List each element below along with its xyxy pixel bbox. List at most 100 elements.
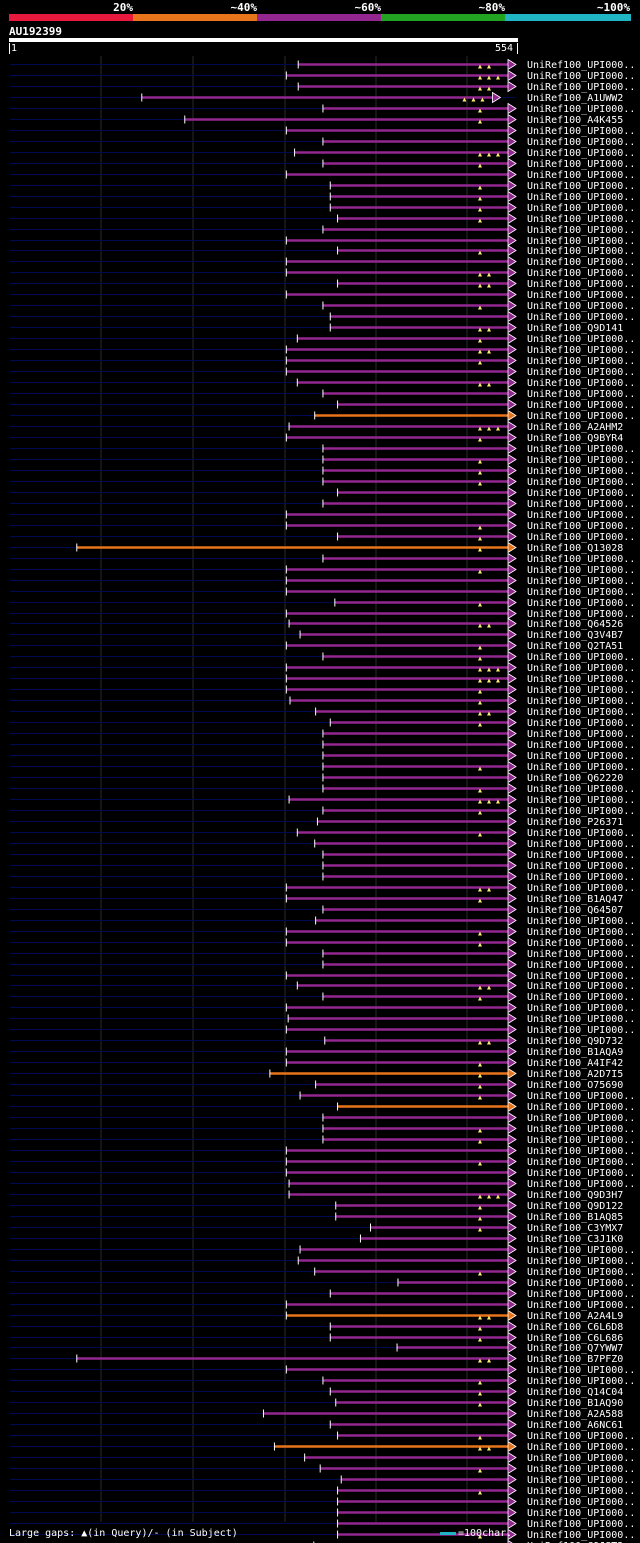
hit-end-arrow [507,519,517,532]
gap-marker [478,766,482,771]
gap-marker [487,985,491,990]
hit-label: UniRef100_UPI000.. [527,181,635,192]
gap-marker [487,1446,491,1451]
hit-row: UniRef100_B1AQ90 [10,1396,623,1409]
hit-end-arrow [507,277,517,290]
hit-end-arrow [507,738,517,751]
legend-label-40: ~40% [230,1,258,14]
hit-label: UniRef100_UPI000.. [527,246,635,257]
hit-end-arrow [507,1144,517,1157]
hit-row: UniRef100_UPI000.. [10,1495,635,1508]
hit-label: UniRef100_Q9D732 [527,1036,623,1047]
hit-row: UniRef100_B1AQ85 [10,1210,623,1223]
hit-label: UniRef100_UPI000.. [527,960,635,971]
hit-end-arrow [507,585,517,598]
gap-marker [478,536,482,541]
gap-marker [478,207,482,212]
hit-label: UniRef100_UPI000.. [527,696,635,707]
hit-end-arrow [507,1407,517,1420]
gap-marker [462,97,467,102]
hit-row: UniRef100_UPI000.. [10,1506,635,1519]
hit-end-arrow [507,914,517,927]
hit-label: UniRef100_UPI000.. [527,1453,635,1464]
gap-marker [487,1040,491,1045]
gap-marker [478,1315,482,1320]
hit-label: UniRef100_A4IF42 [527,1058,623,1069]
hit-row: UniRef100_Q7YWW7 [10,1341,623,1354]
hit-end-arrow [507,771,517,784]
hit-end-arrow [507,1374,517,1387]
hit-end-arrow [507,574,517,587]
hit-end-arrow [507,1352,517,1365]
hit-row: UniRef100_UPI000.. [10,1089,635,1102]
hit-label: UniRef100_UPI000.. [527,1113,635,1124]
hit-label: UniRef100_UPI000.. [527,1486,635,1497]
hit-end-arrow [507,398,517,411]
hit-row: UniRef100_Q9D122 [10,1199,623,1212]
gap-marker [478,1084,482,1089]
gap-marker [478,832,482,837]
scale-legend: =100char. [440,1528,512,1539]
hit-label: UniRef100_UPI000.. [527,60,635,71]
hit-label: UniRef100_UPI000.. [527,1464,635,1475]
hit-end-arrow [507,1429,517,1442]
hit-row: UniRef100_UPI000.. [10,157,635,170]
hit-row: UniRef100_Q9D732 [10,1034,623,1047]
gap-marker [487,327,491,332]
hit-label: UniRef100_UPI000.. [527,916,635,927]
ruler-start-label: 1 [11,43,18,54]
hit-end-arrow [507,1495,517,1508]
hit-label: UniRef100_UPI000.. [527,1475,635,1486]
hit-label: UniRef100_B1AQ47 [527,894,623,905]
hit-label: UniRef100_UPI000.. [527,1014,635,1025]
gap-marker [487,283,491,288]
gap-marker [487,711,491,716]
hit-row: UniRef100_UPI000.. [10,365,635,378]
hit-row: UniRef100_UPI000.. [10,596,635,609]
hit-label: UniRef100_UPI000.. [527,1267,635,1278]
hit-row: UniRef100_UPI000.. [10,1298,635,1311]
hit-row: UniRef100_UPI000.. [10,925,635,938]
hit-row: UniRef100_A2A4L9 [10,1309,623,1322]
hit-row: UniRef100_UPI000.. [10,826,635,839]
hit-end-arrow [507,848,517,861]
hit-row: UniRef100_Q64526 [10,617,623,630]
gap-marker [487,152,491,157]
hit-row: UniRef100_Q9BYR4 [10,431,623,444]
hit-row: UniRef100_UPI000.. [10,1177,635,1190]
hit-end-arrow [507,1385,517,1398]
hit-row: UniRef100_UPI000.. [10,1166,635,1179]
hit-end-arrow [507,135,517,148]
hit-row: UniRef100_UPI000.. [10,102,635,115]
hit-end-arrow [507,1232,517,1245]
hit-end-arrow [507,563,517,576]
identity-legend: 20% ~40% ~60% ~80% ~100% [0,0,640,22]
scale-label: =100char. [458,1528,513,1539]
gap-marker [487,349,491,354]
gap-marker [478,1095,482,1100]
gap-marker [478,360,482,365]
gap-marker [478,1358,482,1363]
hit-row: UniRef100_Q14C04 [10,1385,623,1398]
gap-marker [478,1326,482,1331]
hit-label: UniRef100_Q9D141 [527,323,623,334]
hit-row: UniRef100_UPI000.. [10,848,635,861]
hit-end-arrow [507,705,517,718]
hit-label: UniRef100_UPI000.. [527,444,635,455]
hit-row: UniRef100_UPI000.. [10,727,635,740]
hit-row: UniRef100_UPI000.. [10,168,635,181]
hit-label: UniRef100_UPI000.. [527,71,635,82]
gap-marker [478,689,482,694]
hit-row: UniRef100_UPI000.. [10,563,635,576]
gap-marker [478,1402,482,1407]
hit-row: UniRef100_UPI000.. [10,201,635,214]
hit-label: UniRef100_UPI000.. [527,685,635,696]
hit-label: UniRef100_UPI000.. [527,784,635,795]
gap-marker [478,338,482,343]
gap-marker [478,1040,482,1045]
hit-row: UniRef100_UPI000.. [10,1243,635,1256]
hit-end-arrow [507,244,517,257]
gap-marker [496,1194,500,1199]
hit-end-arrow [507,694,517,707]
gap-marker [478,382,482,387]
